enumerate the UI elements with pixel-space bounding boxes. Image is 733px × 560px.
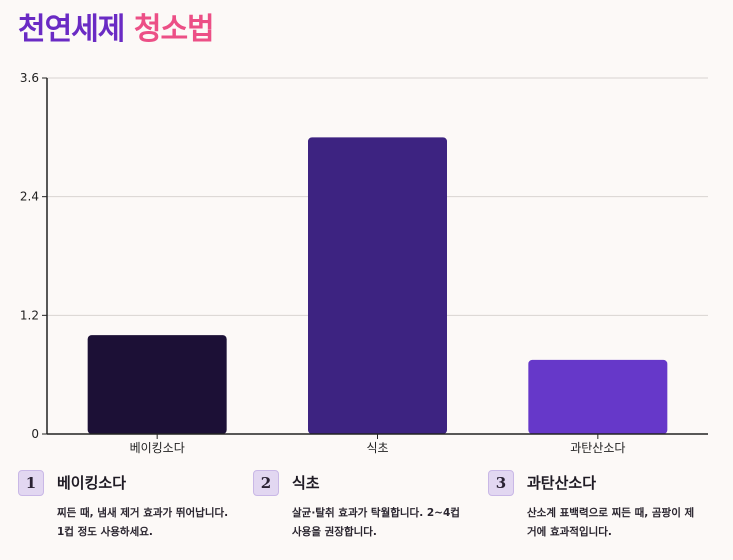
card-description: 찌든 때, 냄새 제거 효과가 뛰어납니다. 1컵 정도 사용하세요. — [57, 507, 229, 538]
bar-chart: 0 1.2 2.4 3.6 베이킹소다 식초 과탄산소다 — [20, 71, 708, 455]
page-title: 천연세제 청소법 — [18, 4, 215, 48]
bar — [308, 137, 447, 434]
card-description: 살균·탈취 효과가 탁월합니다. 2~4컵 사용을 권장합니다. — [292, 507, 460, 538]
title-part-1: 천연세제 — [18, 12, 125, 47]
title-part-2: 청소법 — [133, 12, 215, 47]
y-tick-label: 3.6 — [20, 71, 39, 85]
y-tick-label: 1.2 — [20, 308, 39, 322]
card-description: 산소계 표백력으로 찌든 때, 곰팡이 제거에 효과적입니다. — [527, 507, 695, 538]
card-title: 베이킹소다 — [57, 474, 127, 492]
bar — [87, 335, 227, 434]
x-tick-label: 과탄산소다 — [570, 441, 625, 455]
x-tick-label: 식초 — [366, 441, 388, 455]
number-badge: 3 — [488, 470, 514, 496]
card-title: 과탄산소다 — [527, 474, 597, 492]
bar — [528, 359, 668, 434]
x-tick-label: 베이킹소다 — [130, 441, 185, 455]
y-tick-label: 2.4 — [20, 190, 39, 204]
info-cards: 1 베이킹소다 찌든 때, 냄새 제거 효과가 뛰어납니다. 1컵 정도 사용하… — [18, 470, 718, 550]
y-tick-label: 0 — [31, 427, 39, 441]
number-badge: 1 — [18, 470, 44, 496]
number-badge: 2 — [253, 470, 279, 496]
card-title: 식초 — [292, 474, 320, 492]
